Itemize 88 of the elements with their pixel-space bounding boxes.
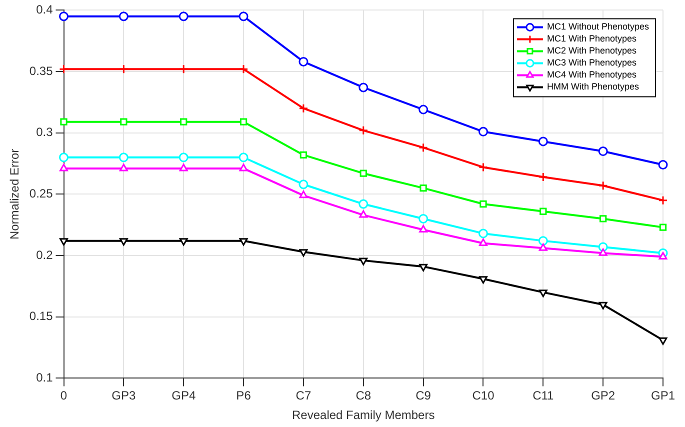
x-axis-title: Revealed Family Members: [292, 408, 435, 422]
point: [118, 152, 128, 162]
point: [658, 196, 668, 206]
point: [299, 190, 308, 198]
point: [419, 264, 428, 272]
point: [120, 118, 128, 126]
point: [59, 64, 69, 74]
point: [658, 252, 668, 260]
y-axis-title: Normalized Error: [8, 148, 22, 240]
point: [479, 276, 488, 284]
point: [418, 214, 428, 224]
point: [598, 248, 608, 256]
point: [60, 118, 68, 126]
y-tick-label: 0.25: [29, 186, 54, 201]
point: [540, 208, 547, 215]
point: [598, 146, 608, 156]
point: [119, 164, 128, 172]
y-tick-label: 0.3: [36, 125, 54, 140]
x-tick-label: C11: [532, 388, 554, 403]
point: [659, 224, 667, 231]
x-tick-label: GP4: [172, 388, 196, 403]
point: [538, 236, 548, 246]
point: [599, 215, 607, 222]
y-tick-label: 0.15: [29, 309, 54, 324]
y-tick-label: 0.1: [36, 370, 54, 385]
point: [238, 152, 248, 162]
point: [298, 56, 308, 66]
point: [239, 238, 248, 246]
point: [598, 302, 608, 310]
point: [180, 118, 188, 126]
point: [358, 126, 368, 136]
point: [478, 228, 488, 238]
x-tick-label: GP1: [650, 388, 676, 403]
point: [359, 258, 368, 266]
point: [298, 180, 308, 190]
x-tick-label: P6: [236, 388, 252, 403]
legend-label: MC3 With Phenotypes: [546, 58, 637, 68]
point: [358, 82, 368, 92]
point: [178, 12, 188, 22]
point: [478, 162, 488, 172]
x-tick-label: C10: [472, 388, 495, 403]
x-tick-label: GP3: [112, 388, 136, 403]
x-tick-label: C8: [356, 388, 372, 403]
point: [118, 64, 128, 74]
point: [118, 12, 128, 22]
point: [480, 200, 487, 208]
point: [479, 238, 488, 246]
point: [478, 126, 488, 136]
point: [298, 104, 308, 114]
point: [300, 151, 308, 159]
point: [178, 64, 188, 74]
x-tick-label: C7: [296, 388, 312, 403]
point: [538, 172, 548, 182]
legend-label: MC1 Without Phenotypes: [546, 22, 650, 32]
point: [360, 170, 367, 177]
point: [538, 136, 548, 146]
point: [238, 12, 248, 22]
point: [119, 238, 128, 246]
point: [179, 164, 188, 172]
x-tick-label: GP2: [591, 388, 616, 403]
point: [418, 142, 428, 152]
point: [359, 210, 368, 218]
x-tick-label: 0: [60, 388, 68, 403]
point: [178, 152, 188, 162]
point: [538, 243, 548, 251]
point: [658, 160, 668, 170]
point: [239, 164, 248, 172]
point: [179, 238, 188, 246]
point: [598, 180, 608, 190]
point: [420, 184, 427, 192]
legend-label: MC1 With Phenotypes: [546, 34, 637, 44]
point: [358, 199, 368, 209]
point: [238, 64, 248, 74]
point: [59, 152, 69, 162]
legend-label: HMM With Phenotypes: [546, 82, 640, 92]
legend-label: MC4 With Phenotypes: [546, 70, 637, 80]
y-tick-label: 0.2: [36, 248, 54, 262]
point: [658, 337, 668, 345]
point: [419, 225, 428, 233]
y-tick-label: 0.4: [36, 2, 54, 17]
legend-label: MC2 With Phenotypes: [546, 46, 637, 56]
point: [299, 249, 308, 257]
y-tick-label: 0.35: [29, 64, 54, 78]
point: [59, 12, 69, 22]
x-tick-label: C9: [416, 388, 432, 403]
point: [538, 290, 548, 298]
point: [240, 118, 248, 126]
point: [418, 104, 428, 114]
